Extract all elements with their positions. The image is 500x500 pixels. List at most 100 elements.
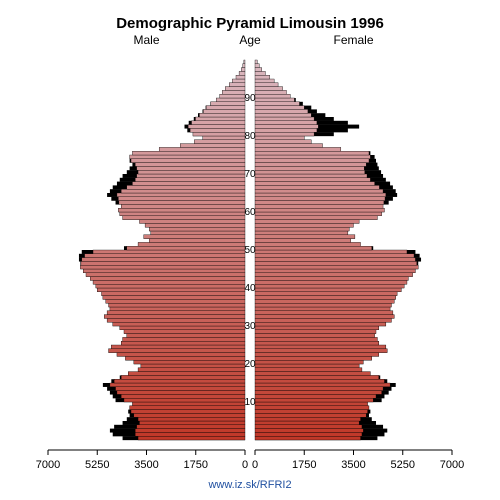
male-bar [128,372,245,376]
female-bar [255,345,386,349]
female-bar [255,174,367,178]
female-bar [255,71,265,75]
female-bar [255,163,366,167]
female-bar [255,349,387,353]
pyramid-chart: 0017501750350035005250525070007000102030… [0,0,500,500]
male-bar [93,280,245,284]
female-bar [255,212,382,216]
male-bar [134,413,245,417]
female-bar [255,337,377,341]
female-bar [255,398,373,402]
male-bar [135,432,245,436]
female-bar [255,208,384,212]
female-bar [255,113,311,117]
female-bar [255,204,383,208]
male-bar [145,223,245,227]
female-bar [255,410,368,414]
female-bar [255,436,361,440]
chart-title: Demographic Pyramid Limousin 1996 [116,15,384,32]
male-bar [117,193,245,197]
male-bar [114,379,245,383]
male-bar [132,182,245,186]
female-bar [255,159,369,163]
male-bar [86,273,245,277]
female-bar [255,292,397,296]
male-bar [138,242,245,246]
male-bar [232,79,245,83]
male-bar [104,315,245,319]
x-tick-label: 7000 [440,459,464,471]
male-bar [81,261,245,265]
male-bar [121,341,245,345]
female-bar [255,189,383,193]
female-bar [255,144,323,148]
female-bar [255,277,408,281]
male-bar [117,353,245,357]
female-bar [255,242,361,246]
male-bar [130,406,245,410]
male-bar [211,102,245,106]
male-bar [139,421,245,425]
female-bar [255,280,407,284]
female-bar [255,83,278,87]
male-bar [118,197,245,201]
male-bar [85,254,245,258]
female-bar [255,75,270,79]
male-bar [132,151,245,155]
age-tick-label: 20 [244,359,256,370]
age-label: Age [239,33,261,47]
female-bar [255,413,366,417]
male-bar [243,64,245,68]
female-bar [255,197,385,201]
male-bar [83,269,245,273]
age-tick-label: 80 [244,131,256,142]
female-bar [255,102,299,106]
female-label: Female [333,33,373,47]
female-bar [255,121,317,125]
male-bar [206,106,245,110]
male-bar [103,296,245,300]
female-bar [255,227,349,231]
female-bar [255,193,386,197]
female-bar [255,235,355,239]
female-bar [255,109,308,113]
female-bar [255,315,394,319]
female-bar [255,406,369,410]
male-bar [137,425,245,429]
male-bar [123,216,245,220]
female-bar [255,220,359,224]
male-bar [190,128,245,132]
male-bar [109,303,245,307]
male-bar [118,208,245,212]
male-bar [80,265,245,269]
male-bar [229,83,245,87]
female-bar [255,387,383,391]
female-bar [255,68,262,72]
male-bar [220,94,245,98]
female-bar [255,288,401,292]
male-bar [121,204,245,208]
male-bar [124,330,245,334]
female-bar [255,360,363,364]
age-tick-label: 10 [244,397,256,408]
male-bar [139,220,245,224]
female-bar [255,296,396,300]
female-bar [255,87,283,91]
female-bar [255,429,363,433]
female-bar [255,421,359,425]
male-bar [121,375,245,379]
female-bar [255,185,379,189]
female-bar [255,79,274,83]
female-bar [255,284,404,288]
male-bar [134,360,245,364]
female-bar [255,269,415,273]
female-bar [255,117,314,121]
male-bar [110,307,245,311]
male-bar [137,166,245,170]
female-bar [255,330,376,334]
female-bar [255,307,390,311]
female-bar [255,90,287,94]
male-bar [151,231,245,235]
female-bar [255,166,364,170]
x-tick-label: 1750 [292,459,316,471]
